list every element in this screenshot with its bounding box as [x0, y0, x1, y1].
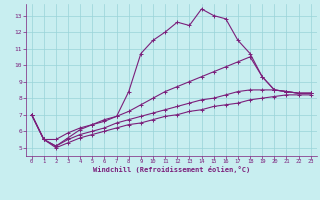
X-axis label: Windchill (Refroidissement éolien,°C): Windchill (Refroidissement éolien,°C): [92, 166, 250, 173]
